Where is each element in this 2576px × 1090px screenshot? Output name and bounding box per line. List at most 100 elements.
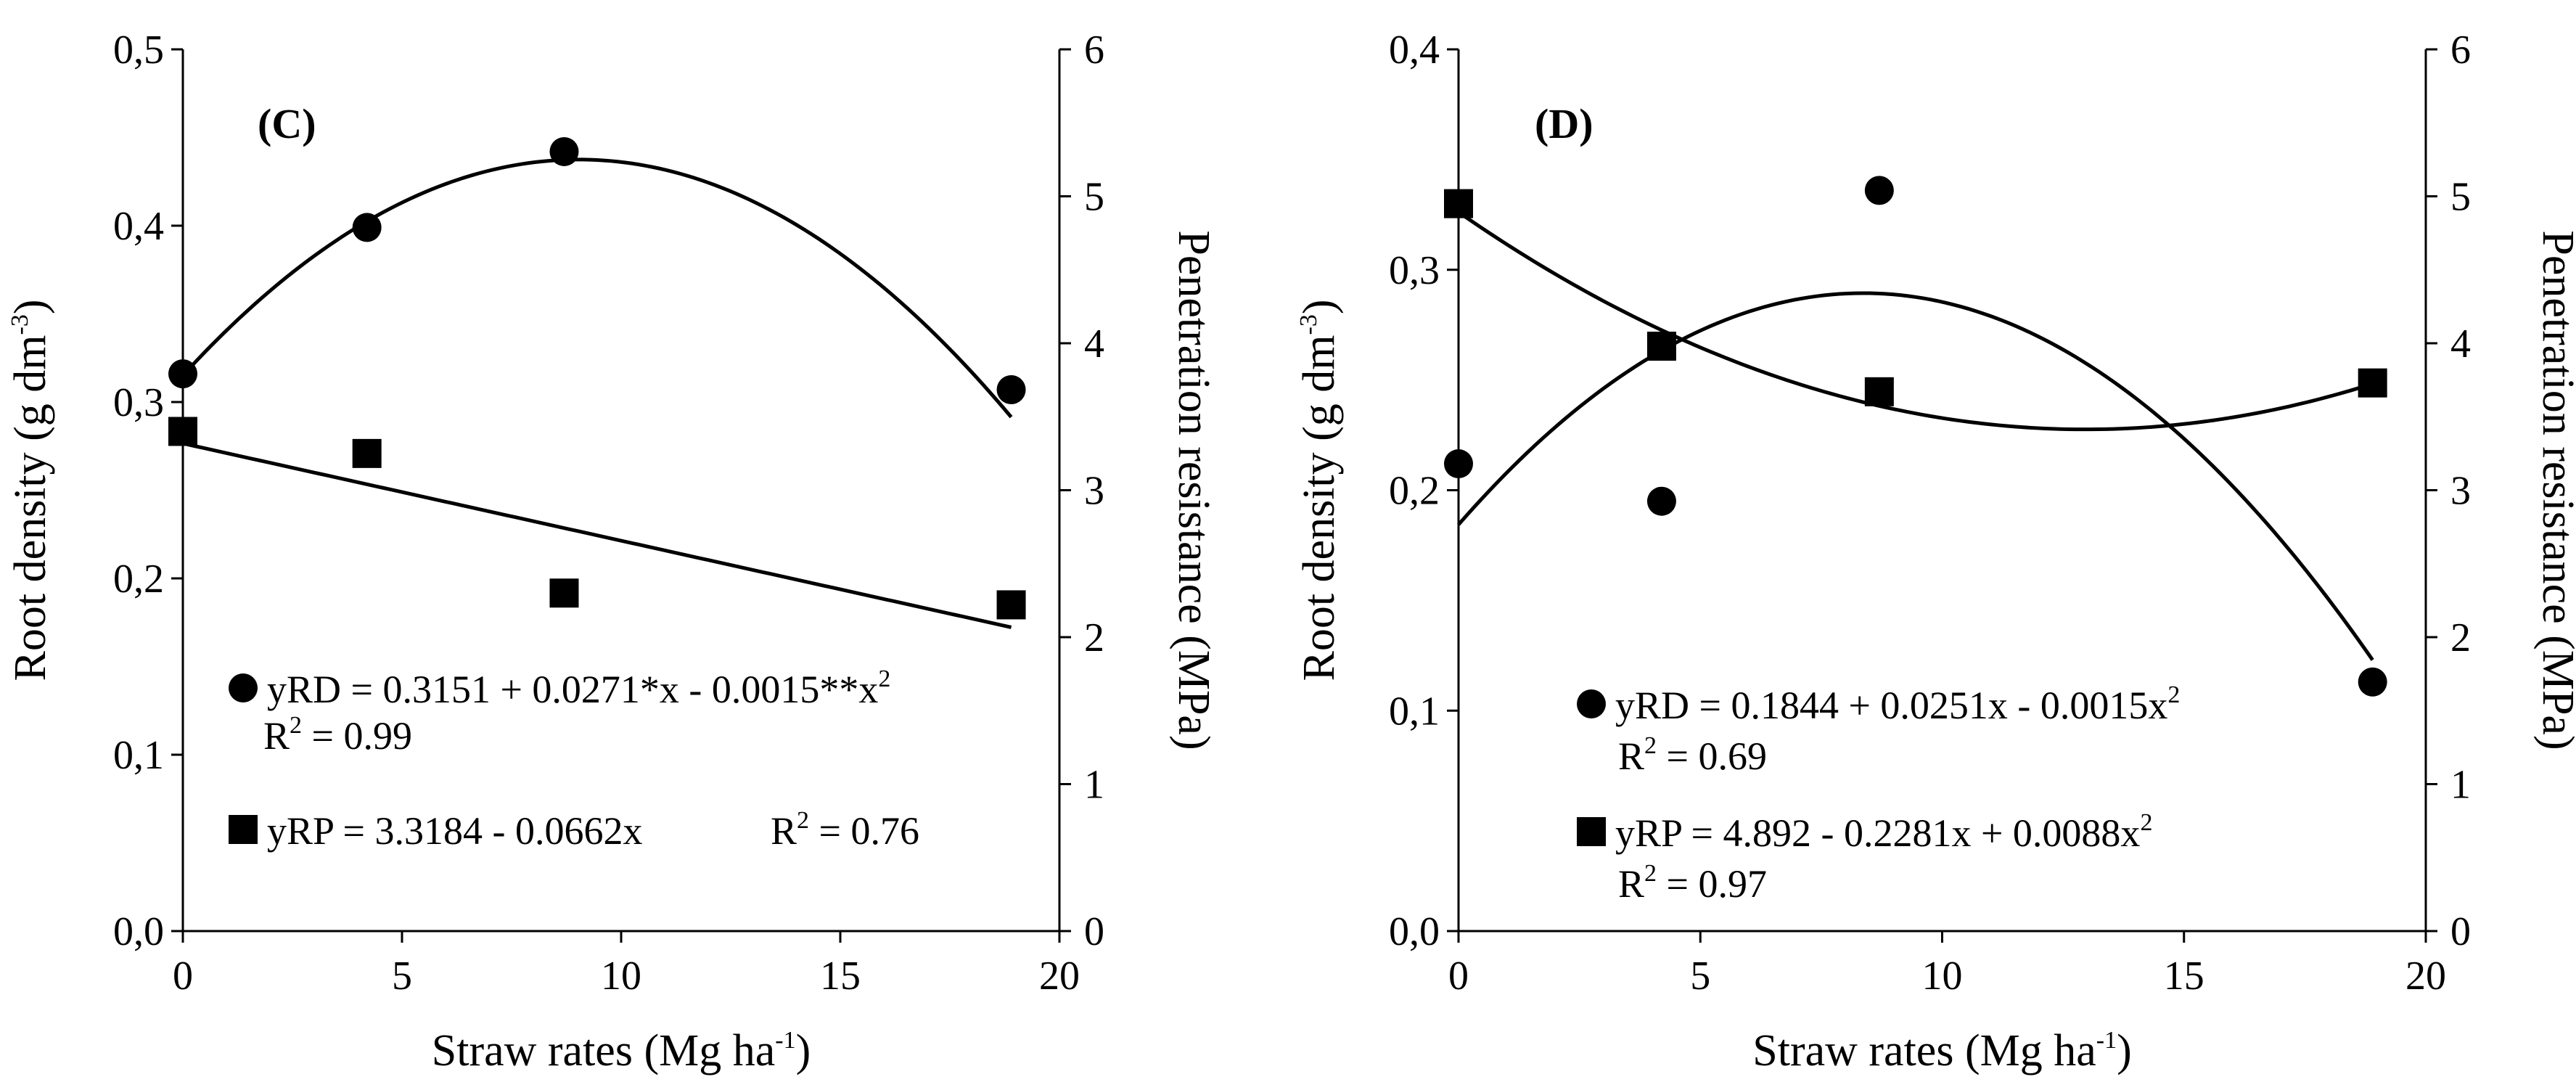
x-tick-label: 0 xyxy=(1448,954,1469,999)
panel-label: (C) xyxy=(258,100,316,147)
yrp-point xyxy=(996,590,1026,620)
legend-equation-text: yRD = 0.1844 + 0.0251x - 0.0015x xyxy=(1615,684,2167,727)
legend-r2: R2 = 0.69 xyxy=(1618,732,1767,778)
x-axis-title: Straw rates (Mg ha-1) xyxy=(432,1026,811,1075)
yrp-point xyxy=(352,438,382,468)
y-right-tick-label: 2 xyxy=(1084,615,1104,660)
y-left-axis-title-sup: -3 xyxy=(1295,314,1322,335)
x-tick-label: 10 xyxy=(601,954,641,999)
legend-r2: R2 = 0.99 xyxy=(263,712,412,758)
yrd-point xyxy=(2358,667,2387,697)
panel-d: 0,0 0,1 0,2 0,3 0,4 0 1 2 3 4 5 6 0 5 10 15 20 Straw rate… xyxy=(1295,28,2576,1075)
y-left-axis-title-text: Root density (g dm xyxy=(1295,335,1344,681)
yrd-point xyxy=(1444,449,1473,479)
y-left-axis-title: Root density (g dm-3) xyxy=(1295,299,1344,681)
yrp-point xyxy=(1646,332,1676,361)
legend-r2-label: R xyxy=(263,714,290,758)
y-right-tick-label: 0 xyxy=(1084,909,1104,954)
x-axis-title-end: ) xyxy=(796,1026,811,1075)
yrd-point xyxy=(168,359,197,389)
legend-r2-value: = 0.76 xyxy=(809,809,919,853)
legend-equation: yRD = 0.3151 + 0.0271*x - 0.0015**x2 xyxy=(267,665,890,711)
legend-equation-text: yRP = 4.892 - 0.2281x + 0.0088x xyxy=(1615,811,2140,855)
y-left-tick-label: 0,1 xyxy=(1389,689,1440,734)
x-tick-label: 0 xyxy=(173,954,193,999)
y-left-tick-label: 0,3 xyxy=(1389,248,1440,293)
yrd-fit-curve xyxy=(1457,291,2374,661)
x-tick-label: 5 xyxy=(392,954,412,999)
legend-r2: R2 = 0.76 xyxy=(771,807,919,853)
yrd-point xyxy=(549,136,579,166)
y-left-tick-label: 0,4 xyxy=(113,204,164,249)
yrp-fit-curve xyxy=(1457,210,2374,432)
x-tick-label: 10 xyxy=(1922,954,1963,999)
x-axis-title: Straw rates (Mg ha-1) xyxy=(1752,1026,2131,1075)
x-axis-title-sup: -1 xyxy=(2096,1027,2117,1054)
legend-r2-value: = 0.99 xyxy=(302,714,412,758)
legend-equation-sup: 2 xyxy=(2167,681,2180,708)
yrp-point xyxy=(549,578,579,608)
legend-r2-value: = 0.69 xyxy=(1657,734,1767,778)
x-axis-title-text: Straw rates (Mg ha xyxy=(432,1026,775,1075)
yrd-fit-curve xyxy=(181,157,1013,419)
yrp-point xyxy=(1444,189,1473,218)
x-tick-label: 15 xyxy=(2164,954,2204,999)
x-tick-label: 20 xyxy=(1039,954,1080,999)
legend-r2-label: R xyxy=(771,809,797,853)
y-left-axis-title-end: ) xyxy=(6,299,55,314)
panel-label: (D) xyxy=(1535,100,1593,147)
legend-equation-sup: 2 xyxy=(2140,809,2152,836)
legend-equation-sup: 2 xyxy=(878,665,890,692)
yrp-point xyxy=(168,417,197,446)
yrp-fit-curve xyxy=(182,441,1012,629)
y-right-tick-label: 1 xyxy=(2450,763,2471,808)
legend-r2-label: R xyxy=(1618,734,1644,778)
x-tick-label: 15 xyxy=(820,954,861,999)
x-tick-label: 5 xyxy=(1690,954,1710,999)
yrd-point xyxy=(352,213,382,242)
legend-marker-circle xyxy=(1577,689,1606,718)
y-left-axis-title-sup: -3 xyxy=(7,314,33,335)
legend-r2-sup: 2 xyxy=(1644,860,1657,887)
y-left-tick-label: 0,4 xyxy=(1389,28,1440,73)
legend-r2-label: R xyxy=(1618,862,1644,906)
legend-equation-text: yRP = 3.3184 - 0.0662x xyxy=(267,809,642,853)
y-right-tick-label: 4 xyxy=(1084,321,1104,366)
legend-marker-circle xyxy=(229,673,258,702)
y-left-axis-title-text: Root density (g dm xyxy=(6,335,55,681)
yrd-point xyxy=(996,374,1026,404)
y-left-axis-title: Root density (g dm-3) xyxy=(6,299,55,681)
x-tick-label: 20 xyxy=(2405,954,2446,999)
legend-r2: R2 = 0.97 xyxy=(1618,860,1767,906)
panel-c: 0,0 0,1 0,2 0,3 0,4 0,5 0 1 2 3 4 5 6 0 5 10 15 20 Straw r… xyxy=(6,28,1218,1075)
legend-equation-text: yRD = 0.3151 + 0.0271*x - 0.0015**x xyxy=(267,668,878,711)
y-right-tick-label: 0 xyxy=(2450,909,2471,954)
y-right-tick-label: 3 xyxy=(1084,469,1104,514)
legend-equation: yRP = 3.3184 - 0.0662x xyxy=(267,809,642,853)
yrd-point xyxy=(1864,176,1894,205)
y-right-axis-title: Penetration resistance (MPa) xyxy=(2533,230,2576,750)
y-left-tick-label: 0,2 xyxy=(113,557,164,602)
y-left-tick-label: 0,3 xyxy=(113,380,164,425)
x-axis-title-sup: -1 xyxy=(775,1027,795,1054)
y-left-tick-label: 0,2 xyxy=(1389,469,1440,514)
legend-marker-square xyxy=(1577,817,1606,846)
y-right-tick-label: 6 xyxy=(2450,28,2471,73)
x-axis-title-text: Straw rates (Mg ha xyxy=(1752,1026,2096,1075)
x-axis-title-end: ) xyxy=(2117,1026,2132,1075)
y-right-axis-title: Penetration resistance (MPa) xyxy=(1169,230,1218,750)
yrp-point xyxy=(2358,368,2387,398)
y-right-tick-label: 2 xyxy=(2450,615,2471,660)
y-left-tick-label: 0,0 xyxy=(113,909,164,954)
yrp-point xyxy=(1864,377,1894,406)
legend-r2-value: = 0.97 xyxy=(1657,862,1767,906)
legend-r2-sup: 2 xyxy=(1644,732,1657,759)
y-right-tick-label: 1 xyxy=(1084,763,1104,808)
y-right-tick-label: 4 xyxy=(2450,321,2471,366)
y-right-tick-label: 3 xyxy=(2450,469,2471,514)
legend-r2-sup: 2 xyxy=(290,712,302,739)
y-left-tick-label: 0,1 xyxy=(113,733,164,778)
legend-marker-square xyxy=(229,815,258,844)
